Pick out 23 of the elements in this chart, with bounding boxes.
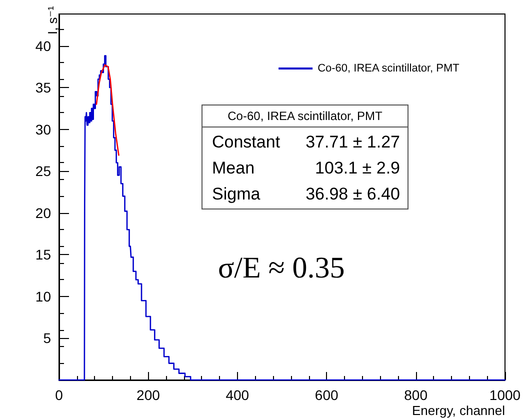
legend-label: Co-60, IREA scintillator, PMT [318,62,460,74]
y-tick-label: 35 [35,80,52,96]
y-tick-label: 5 [43,330,52,346]
x-tick-label: 200 [136,387,160,403]
y-tick-label: 30 [35,121,52,138]
line-series [96,64,120,156]
annotation: Co-60, IREA scintillator, PMT [228,109,384,123]
y-tick-label: 20 [35,204,52,221]
x-axis-title: Energy, channel [412,403,506,418]
x-tick-label: 1000 [489,387,521,403]
text: Mean 103.1 ± 2.9 [212,158,400,178]
y-tick-label: 25 [35,163,52,180]
x-tick-label: 0 [55,387,64,403]
y-tick-label: 10 [35,288,52,304]
text: Sigma 36.98 ± 6.40 [212,184,400,204]
text: Constant 37.71 ± 1.27 [212,132,400,152]
y-axis-title: I, s⁻¹ [45,5,60,35]
y-tick-label: 40 [35,38,52,54]
y-tick-label: 15 [35,246,52,263]
x-tick-label: 600 [314,387,338,403]
x-tick-label: 800 [404,387,428,403]
annotation: σ/E ≈ 0.35 [218,252,345,284]
x-tick-label: 400 [226,387,250,403]
